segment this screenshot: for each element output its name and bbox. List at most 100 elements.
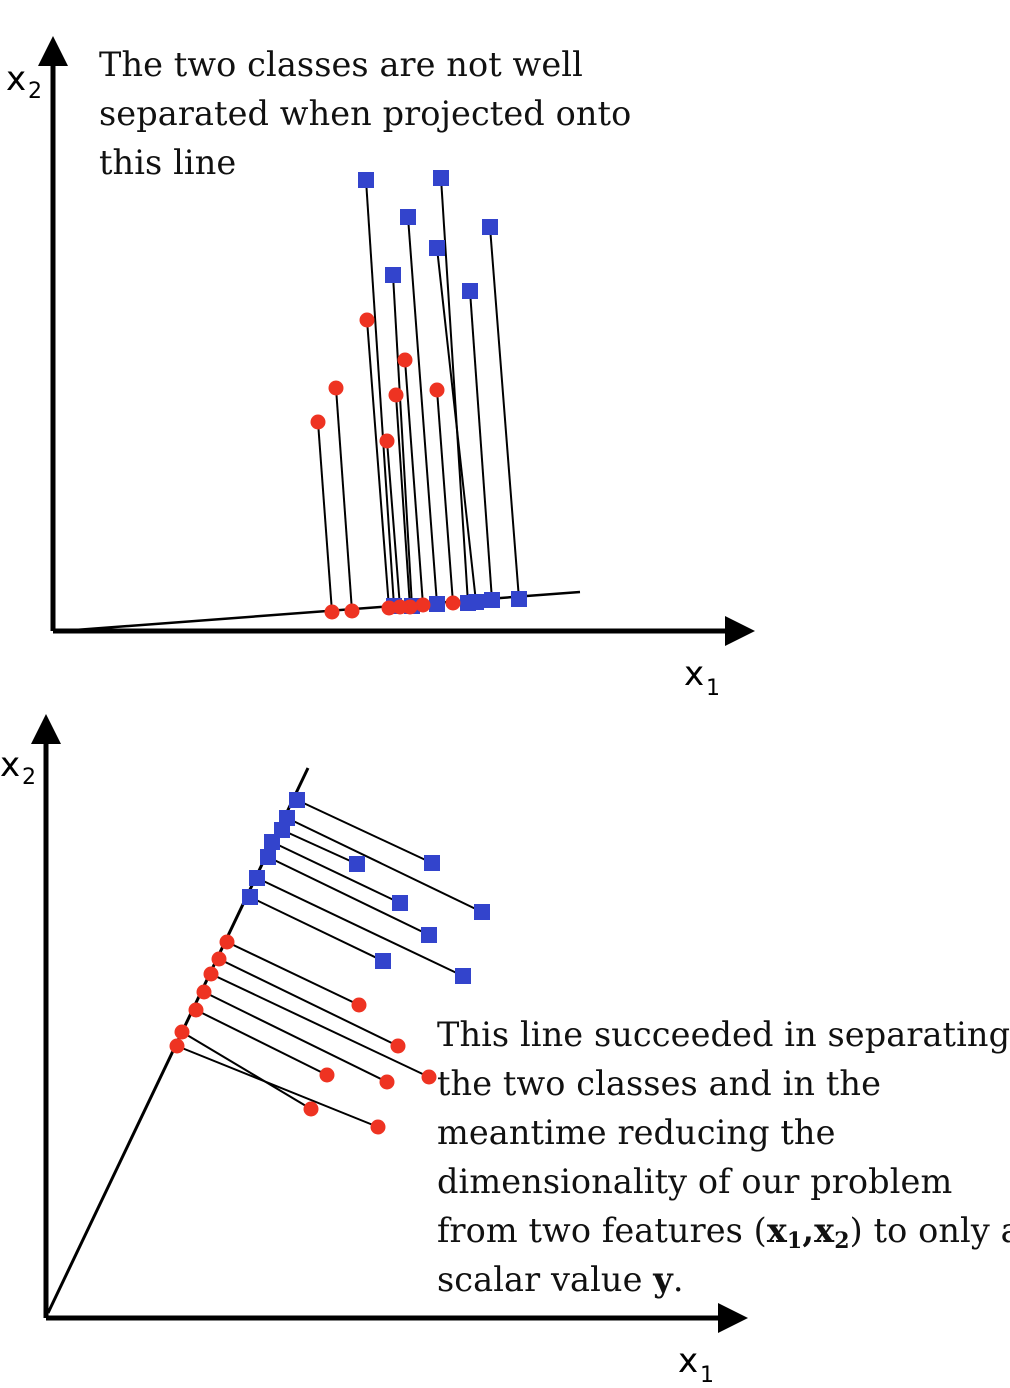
bottom-circle-point-9 (421, 1069, 437, 1085)
bottom-circle-projection-8 (211, 951, 227, 967)
bottom-circle-projection-9 (203, 966, 219, 982)
top-points (310, 170, 527, 620)
top-panel: x 2 x 1 (6, 36, 755, 701)
top-connector-10 (395, 394, 411, 608)
top-circle-point-12 (310, 414, 326, 430)
bottom-points (169, 792, 490, 1135)
top-x-arrow-icon (725, 616, 755, 646)
bottom-x1-subscript: 1 (700, 1363, 714, 1388)
top-projection-line (61, 590, 581, 633)
top-square-projection-6 (484, 592, 500, 608)
top-circle-point-9 (328, 380, 344, 396)
top-connector-12 (317, 421, 333, 613)
top-y-arrow-icon (38, 36, 68, 66)
bottom-connector-0 (296, 799, 433, 864)
bottom-circle-point-13 (370, 1119, 386, 1135)
bottom-x-arrow-icon (718, 1303, 748, 1333)
top-connector-13 (386, 440, 401, 608)
bottom-circle-projection-12 (174, 1024, 190, 1040)
bottom-x1-label: x (678, 1341, 698, 1381)
top-circle-projection-11 (445, 595, 461, 611)
bottom-x2-label: x (0, 745, 20, 785)
top-connector-2 (407, 216, 438, 605)
bottom-circle-projection-7 (219, 934, 235, 950)
top-connector-8 (404, 359, 424, 606)
top-connector-1 (440, 177, 469, 604)
bottom-circle-projection-11 (188, 1002, 204, 1018)
feature-x1-sub: 1 (786, 1228, 803, 1254)
bottom-connector-5 (256, 877, 464, 977)
top-circle-point-8 (397, 352, 413, 368)
top-circle-projection-7 (381, 600, 397, 616)
bottom-square-point-3 (392, 895, 408, 911)
bottom-connector-12 (181, 1031, 312, 1110)
bottom-connector-2 (281, 829, 358, 865)
top-square-point-1 (433, 170, 449, 186)
top-connector-9 (335, 387, 353, 612)
bottom-square-projection-6 (242, 889, 258, 905)
bottom-x2-subscript: 2 (22, 765, 36, 790)
top-square-projection-3 (511, 591, 527, 607)
bottom-square-point-4 (421, 927, 437, 943)
top-square-projection-2 (429, 596, 445, 612)
top-square-point-3 (482, 219, 498, 235)
bottom-connector-4 (267, 856, 430, 936)
bottom-circle-projection-13 (169, 1038, 185, 1054)
top-square-point-5 (385, 267, 401, 283)
top-circle-projection-12 (324, 604, 340, 620)
top-connector-0 (365, 179, 395, 607)
bottom-caption-line-1: This line succeeded in separating (437, 1015, 1010, 1054)
bottom-connector-11 (195, 1009, 328, 1076)
top-circle-point-10 (388, 387, 404, 403)
caption-text: from two features ( (437, 1211, 767, 1250)
bottom-square-projection-4 (260, 849, 276, 865)
bottom-caption-line-3: meantime reducing the (437, 1113, 836, 1152)
top-circle-projection-13 (392, 599, 408, 615)
bottom-square-projection-5 (249, 870, 265, 886)
top-square-point-6 (462, 283, 478, 299)
top-connector-4 (436, 247, 477, 603)
top-circle-point-11 (429, 382, 445, 398)
bottom-circle-point-7 (351, 997, 367, 1013)
top-x2-label: x (6, 59, 26, 99)
feature-x2: x (814, 1211, 835, 1250)
bottom-caption: This line succeeded in separating the tw… (437, 1010, 1010, 1304)
top-connector-5 (392, 274, 413, 607)
top-caption: The two classes are not well separated w… (99, 40, 631, 187)
top-caption-line-3: this line (99, 143, 237, 182)
top-x1-label: x (684, 654, 704, 694)
bottom-connector-9 (210, 973, 430, 1078)
bottom-square-point-6 (375, 953, 391, 969)
top-caption-line-1: The two classes are not well (99, 45, 583, 84)
top-circle-projection-8 (415, 597, 431, 613)
bottom-caption-line-4: dimensionality of our problem (437, 1162, 953, 1201)
caption-text: ) to only a (849, 1211, 1010, 1250)
feature-x1: x (766, 1211, 787, 1250)
top-connector-7 (366, 319, 390, 609)
bottom-circle-point-11 (319, 1067, 335, 1083)
top-square-point-4 (429, 240, 445, 256)
bottom-caption-line-2: the two classes and in the (437, 1064, 882, 1103)
top-x2-subscript: 2 (28, 79, 42, 104)
bottom-square-point-0 (424, 855, 440, 871)
top-x1-subscript: 1 (706, 676, 720, 701)
bottom-connector-3 (271, 841, 401, 904)
top-circle-projection-9 (344, 603, 360, 619)
bottom-connector-10 (203, 991, 388, 1083)
bottom-circle-projection-10 (196, 984, 212, 1000)
top-connectors (317, 177, 520, 613)
bottom-connector-7 (226, 941, 360, 1006)
top-connector-6 (469, 290, 493, 601)
bottom-connector-1 (286, 817, 483, 913)
bottom-square-point-1 (474, 904, 490, 920)
top-square-projection-4 (468, 594, 484, 610)
bottom-square-projection-3 (264, 834, 280, 850)
top-square-point-0 (358, 172, 374, 188)
caption-text: scalar value (437, 1260, 654, 1299)
bottom-circle-point-8 (390, 1038, 406, 1054)
top-circle-point-7 (359, 312, 375, 328)
scalar-y: y (653, 1260, 673, 1299)
bottom-square-projection-0 (289, 792, 305, 808)
top-square-point-2 (400, 209, 416, 225)
